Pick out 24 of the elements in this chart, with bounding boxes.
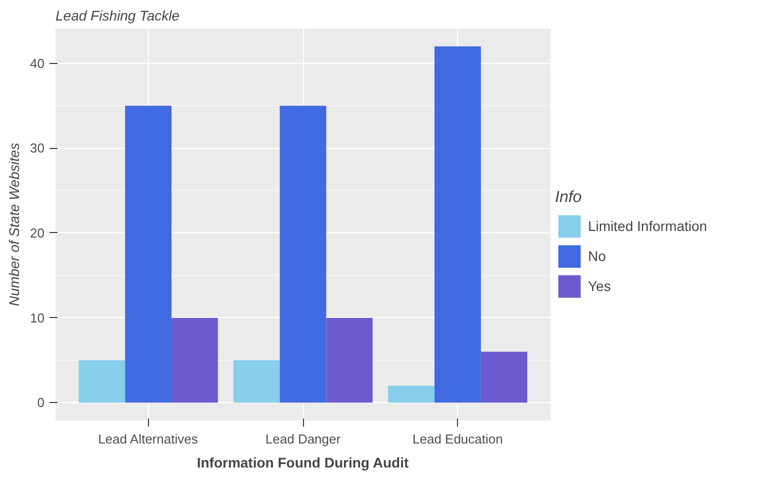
x-tick-label: Lead Alternatives	[98, 432, 198, 446]
y-tick-label: 20	[30, 225, 45, 240]
bar	[280, 106, 326, 403]
x-tick-label: Lead Education	[412, 432, 503, 446]
x-axis-title: Information Found During Audit	[196, 454, 409, 470]
y-tick-label: 30	[30, 140, 45, 156]
legend-label: Yes	[588, 277, 611, 296]
bar	[125, 106, 172, 403]
y-tick-label: 0	[37, 395, 45, 410]
bar	[233, 360, 280, 403]
bar	[172, 318, 218, 403]
x-tick-label: Lead Danger	[265, 432, 342, 446]
bar	[434, 46, 481, 403]
legend-title: Info	[555, 189, 583, 207]
y-tick-label: 40	[30, 56, 45, 71]
bar	[326, 318, 373, 403]
bar	[388, 386, 434, 403]
bar	[78, 360, 126, 403]
legend-label: Limited Information	[588, 217, 708, 236]
y-axis-title: Number of State Websites	[6, 142, 22, 306]
legend-label: No	[588, 247, 607, 266]
chart-title: Lead Fishing Tackle	[56, 8, 180, 24]
bar	[480, 352, 528, 403]
y-tick-label: 10	[30, 310, 45, 326]
